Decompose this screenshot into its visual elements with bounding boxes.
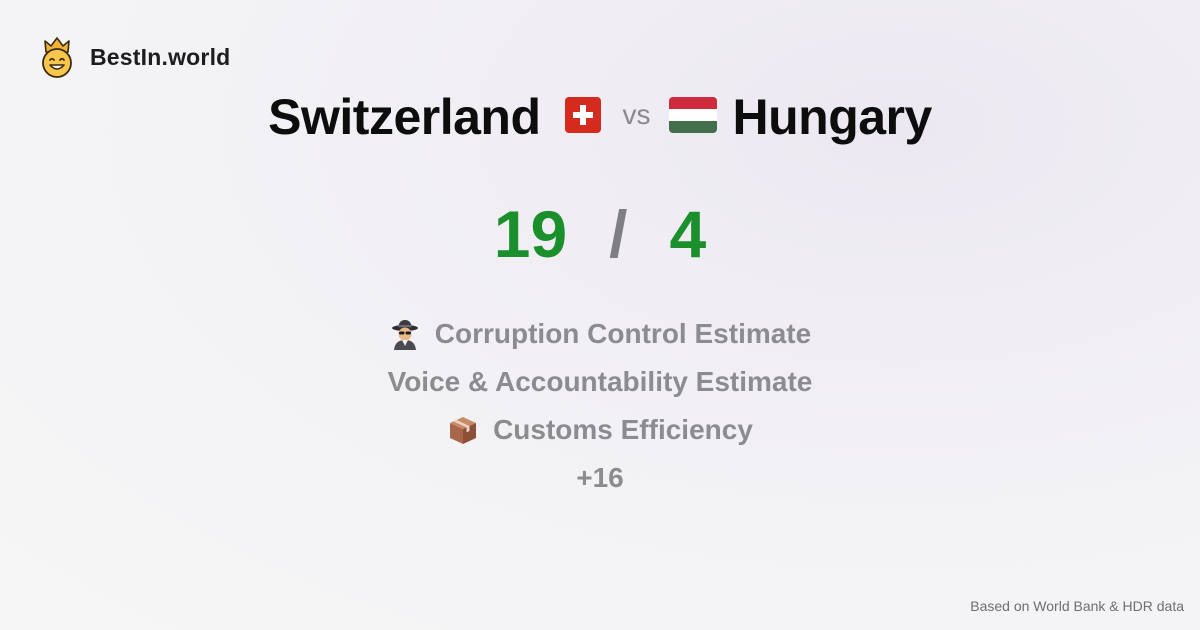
- metric-label: Customs Efficiency: [493, 414, 753, 445]
- metric-item: Customs Efficiency: [0, 406, 1200, 454]
- score: 19 / 4: [0, 192, 1200, 276]
- more-metrics-count: +16: [576, 462, 624, 493]
- swiss-flag-icon: [564, 97, 601, 133]
- metrics-list: Corruption Control Estimate Voice & Acco…: [0, 310, 1200, 502]
- data-source-note: Based on World Bank & HDR data: [970, 598, 1184, 614]
- package-icon: [450, 417, 477, 444]
- spy-icon: [391, 320, 418, 350]
- brand-name[interactable]: BestIn.world: [90, 43, 231, 70]
- brand[interactable]: BestIn.world: [38, 36, 230, 78]
- comparison-title: Switzerland vs Hungary: [0, 82, 1200, 152]
- left-score: 19: [493, 197, 568, 271]
- metric-label: Corruption Control Estimate: [434, 318, 812, 349]
- metric-item: Voice & Accountability Estimate: [0, 358, 1200, 406]
- crown-smiley-icon: [42, 37, 72, 78]
- metric-item: Corruption Control Estimate: [0, 310, 1200, 358]
- vs-label: vs: [622, 99, 651, 130]
- right-country-name: Hungary: [732, 89, 933, 145]
- score-separator: /: [609, 197, 628, 271]
- left-country-name: Switzerland: [268, 89, 541, 145]
- metric-label: Voice & Accountability Estimate: [387, 366, 813, 397]
- right-score: 4: [669, 197, 707, 271]
- hungarian-flag-icon: [668, 97, 717, 133]
